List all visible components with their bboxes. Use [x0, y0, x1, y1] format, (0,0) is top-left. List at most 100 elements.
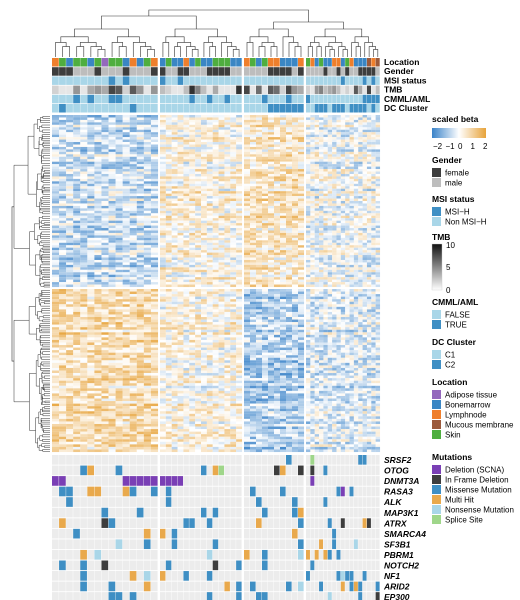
heatmap-cell: [292, 309, 299, 312]
heatmap-cell: [177, 259, 184, 263]
heatmap-cell: [306, 122, 311, 125]
heatmap-cell: [80, 225, 88, 229]
heatmap-cell: [314, 299, 320, 302]
heatmap-cell: [268, 137, 275, 140]
annotation-cell-msi-status: [143, 76, 151, 85]
heatmap-cell: [323, 193, 328, 197]
heatmap-cell: [224, 252, 231, 256]
heatmap-cell: [150, 250, 159, 253]
heatmap-cell: [340, 127, 346, 130]
heatmap-cell: [171, 255, 178, 258]
heatmap-cell: [327, 176, 333, 179]
heatmap-cell: [150, 198, 159, 202]
heatmap-cell: [298, 166, 305, 170]
heatmap-cell: [66, 311, 74, 315]
heatmap-cell: [59, 154, 67, 157]
heatmap-cell: [280, 267, 287, 270]
heatmap-cell: [87, 151, 95, 155]
heatmap-cell: [340, 257, 346, 261]
heatmap-cell: [122, 154, 130, 157]
heatmap-cell: [371, 132, 376, 135]
heatmap-cell: [280, 277, 287, 280]
annotation-cell-location: [143, 58, 151, 67]
annotation-cell-cmml-aml: [165, 94, 172, 104]
annotation-tracks: [52, 58, 380, 113]
heatmap-cell: [358, 262, 363, 265]
heatmap-cell: [80, 264, 88, 268]
heatmap-cell: [375, 242, 381, 246]
heatmap-cell: [345, 282, 350, 285]
dendrogram-branch: [42, 180, 50, 183]
heatmap-cell: [206, 183, 213, 187]
heatmap-cell: [332, 296, 337, 300]
heatmap-cell: [256, 198, 263, 202]
heatmap-cell: [319, 134, 324, 138]
heatmap-cell: [236, 309, 243, 312]
heatmap-cell: [332, 299, 337, 302]
heatmap-cell: [206, 237, 213, 241]
heatmap-cell: [274, 119, 281, 123]
heatmap-cell: [353, 181, 359, 184]
heatmap-cell: [224, 255, 231, 258]
heatmap-cell: [236, 272, 243, 275]
heatmap-cell: [362, 173, 367, 177]
annotation-cell-dc-cluster: [327, 104, 332, 113]
annotation-cell-gender: [115, 67, 123, 76]
heatmap-cell: [195, 267, 202, 270]
heatmap-cell: [224, 159, 231, 162]
heatmap-cell: [327, 309, 333, 312]
heatmap-cell: [230, 186, 237, 189]
heatmap-cell: [306, 259, 311, 263]
heatmap-cell: [236, 124, 243, 128]
heatmap-cell: [286, 151, 293, 155]
heatmap-cell: [171, 289, 178, 292]
heatmap-cell: [224, 176, 231, 179]
heatmap-cell: [101, 282, 109, 285]
dendrogram-branch: [41, 261, 50, 264]
heatmap-cell: [87, 119, 95, 123]
heatmap-cell: [108, 193, 116, 197]
heatmap-cell: [66, 171, 74, 175]
heatmap-cell: [358, 149, 363, 152]
heatmap-cell: [115, 245, 123, 248]
heatmap-cell: [349, 245, 354, 248]
heatmap-cell: [108, 267, 116, 270]
heatmap-cell: [280, 161, 287, 165]
heatmap-cell: [358, 269, 363, 273]
heatmap-cell: [366, 220, 372, 224]
heatmap-cell: [108, 218, 116, 221]
heatmap-cell: [358, 201, 363, 204]
heatmap-cell: [371, 205, 376, 209]
dendrogram-branch: [40, 368, 50, 371]
heatmap-cell: [286, 299, 293, 302]
heatmap-cell: [362, 203, 367, 206]
heatmap-cell: [195, 129, 202, 133]
heatmap-cell: [224, 186, 231, 189]
annotation-cell-gender: [177, 67, 184, 76]
heatmap-cell: [129, 205, 137, 209]
heatmap-cell: [108, 306, 116, 310]
heatmap-cell: [314, 228, 320, 231]
heatmap-cell: [340, 191, 346, 194]
heatmap-cell: [201, 245, 207, 248]
heatmap-cell: [306, 208, 311, 211]
heatmap-cell: [336, 255, 341, 258]
heatmap-cell: [87, 262, 95, 265]
heatmap-cell: [323, 279, 328, 283]
heatmap-cell: [371, 230, 376, 233]
heatmap-cell: [274, 164, 281, 167]
heatmap-cell: [323, 132, 328, 135]
heatmap-cell: [262, 188, 269, 192]
heatmap-cell: [201, 119, 207, 123]
heatmap-cell: [224, 306, 231, 310]
heatmap-cell: [59, 196, 67, 199]
heatmap-cell: [314, 225, 320, 229]
heatmap-cell: [236, 193, 243, 197]
heatmap-cell: [108, 237, 116, 241]
heatmap-cell: [358, 257, 363, 261]
heatmap-cell: [298, 215, 305, 219]
heatmap-cell: [143, 235, 151, 238]
heatmap-cell: [129, 218, 137, 221]
heatmap-cell: [160, 198, 166, 202]
heatmap-cell: [349, 208, 354, 211]
